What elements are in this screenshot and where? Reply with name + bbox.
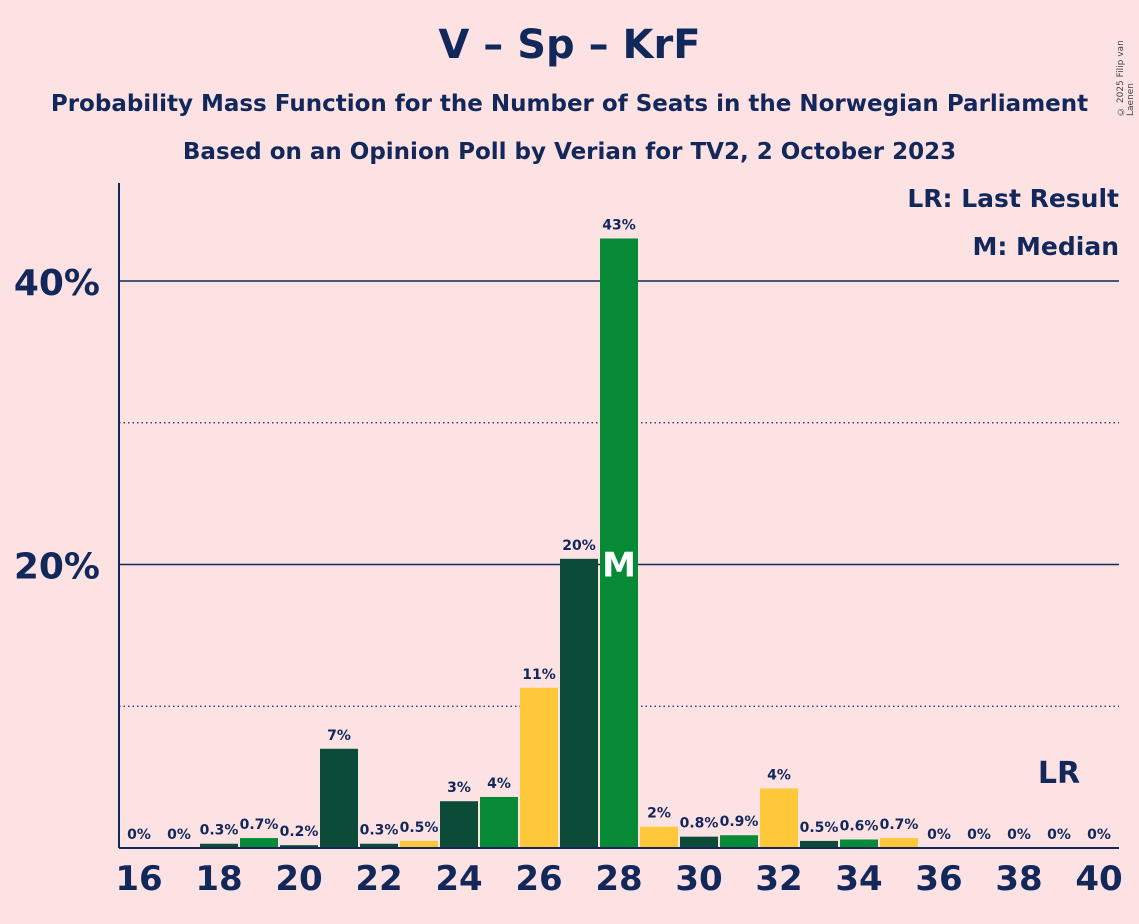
data-label: 0%	[167, 827, 191, 843]
data-label: 0.7%	[240, 817, 279, 833]
data-label: 3%	[447, 780, 471, 796]
last-result-marker: LR	[1038, 756, 1080, 791]
data-label: 0%	[1007, 827, 1031, 843]
data-label: 0.5%	[800, 820, 839, 836]
x-tick-label: 26	[515, 859, 562, 899]
x-tick-label: 34	[835, 859, 882, 899]
data-label: 0.6%	[840, 818, 879, 834]
bar	[800, 841, 838, 848]
data-label: 0.5%	[400, 820, 439, 836]
bar	[840, 839, 878, 848]
x-tick-label: 40	[1075, 859, 1122, 899]
x-tick-label: 24	[435, 859, 482, 899]
data-label: 2%	[647, 806, 671, 822]
y-tick-label: 20%	[14, 547, 100, 588]
median-marker: M	[602, 546, 636, 586]
x-tick-label: 18	[195, 859, 242, 899]
bar	[440, 801, 478, 848]
data-label: 4%	[767, 767, 791, 783]
data-label: 20%	[562, 538, 596, 554]
data-label: 0.3%	[200, 823, 239, 839]
bar	[520, 688, 558, 848]
bar	[400, 841, 438, 848]
bar	[480, 797, 518, 848]
bar	[320, 749, 358, 848]
x-tick-label: 20	[275, 859, 322, 899]
x-tick-label: 30	[675, 859, 722, 899]
data-label: 4%	[487, 776, 511, 792]
data-label: 0%	[927, 827, 951, 843]
data-label: 0.7%	[880, 817, 919, 833]
x-tick-label: 32	[755, 859, 802, 899]
bar	[240, 838, 278, 848]
data-label: 7%	[327, 728, 351, 744]
data-label: 0%	[1087, 827, 1111, 843]
bar	[680, 837, 718, 848]
x-tick-label: 16	[115, 859, 162, 899]
x-tick-label: 22	[355, 859, 402, 899]
data-label: 0.2%	[280, 824, 319, 840]
data-label: 43%	[602, 217, 636, 233]
data-label: 0.8%	[680, 816, 719, 832]
y-tick-label: 40%	[14, 263, 100, 304]
data-label: 0.3%	[360, 823, 399, 839]
bar	[720, 835, 758, 848]
data-label: 0.9%	[720, 814, 759, 830]
bar	[600, 238, 638, 848]
x-tick-label: 38	[995, 859, 1042, 899]
data-label: 0%	[967, 827, 991, 843]
bar	[760, 788, 798, 848]
bar	[560, 559, 598, 848]
data-label: 11%	[522, 667, 556, 683]
x-tick-label: 28	[595, 859, 642, 899]
bars	[200, 238, 918, 848]
data-label: 0%	[1047, 827, 1071, 843]
bar	[880, 838, 918, 848]
bar	[640, 827, 678, 848]
x-tick-label: 36	[915, 859, 962, 899]
data-label: 0%	[127, 827, 151, 843]
